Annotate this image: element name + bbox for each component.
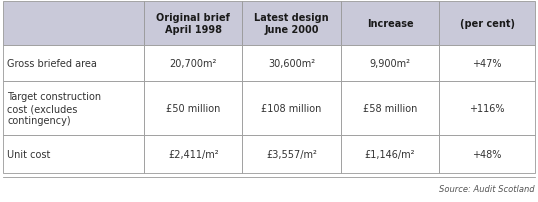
Text: 30,600m²: 30,600m²: [268, 59, 315, 69]
Text: Original brief
April 1998: Original brief April 1998: [156, 13, 230, 35]
Bar: [439, 82, 535, 135]
Bar: [3, 82, 144, 135]
Bar: [243, 2, 341, 46]
Bar: [439, 46, 535, 82]
Text: +116%: +116%: [469, 103, 505, 114]
Text: £1,146/m²: £1,146/m²: [365, 149, 415, 159]
Bar: [144, 135, 243, 173]
Text: Target construction
cost (excludes
contingency): Target construction cost (excludes conti…: [8, 91, 102, 126]
Bar: [439, 135, 535, 173]
Text: £108 million: £108 million: [261, 103, 322, 114]
Bar: [243, 135, 341, 173]
Bar: [243, 46, 341, 82]
Text: 20,700m²: 20,700m²: [169, 59, 217, 69]
Bar: [341, 46, 439, 82]
Text: Source: Audit Scotland: Source: Audit Scotland: [440, 185, 535, 194]
Text: Latest design
June 2000: Latest design June 2000: [254, 13, 329, 35]
Bar: [439, 2, 535, 46]
Text: 9,900m²: 9,900m²: [370, 59, 410, 69]
Bar: [144, 82, 243, 135]
Text: Gross briefed area: Gross briefed area: [8, 59, 97, 69]
Text: £58 million: £58 million: [363, 103, 417, 114]
Text: +47%: +47%: [472, 59, 502, 69]
Bar: [341, 82, 439, 135]
Bar: [3, 2, 144, 46]
Bar: [144, 46, 243, 82]
Bar: [341, 2, 439, 46]
Bar: [144, 2, 243, 46]
Text: Increase: Increase: [367, 19, 413, 29]
Bar: [243, 82, 341, 135]
Text: (per cent): (per cent): [459, 19, 515, 29]
Text: £3,557/m²: £3,557/m²: [266, 149, 317, 159]
Text: £50 million: £50 million: [166, 103, 221, 114]
Bar: [3, 46, 144, 82]
Text: Unit cost: Unit cost: [8, 149, 51, 159]
Text: £2,411/m²: £2,411/m²: [168, 149, 218, 159]
Bar: [3, 135, 144, 173]
Text: +48%: +48%: [472, 149, 502, 159]
Bar: [341, 135, 439, 173]
